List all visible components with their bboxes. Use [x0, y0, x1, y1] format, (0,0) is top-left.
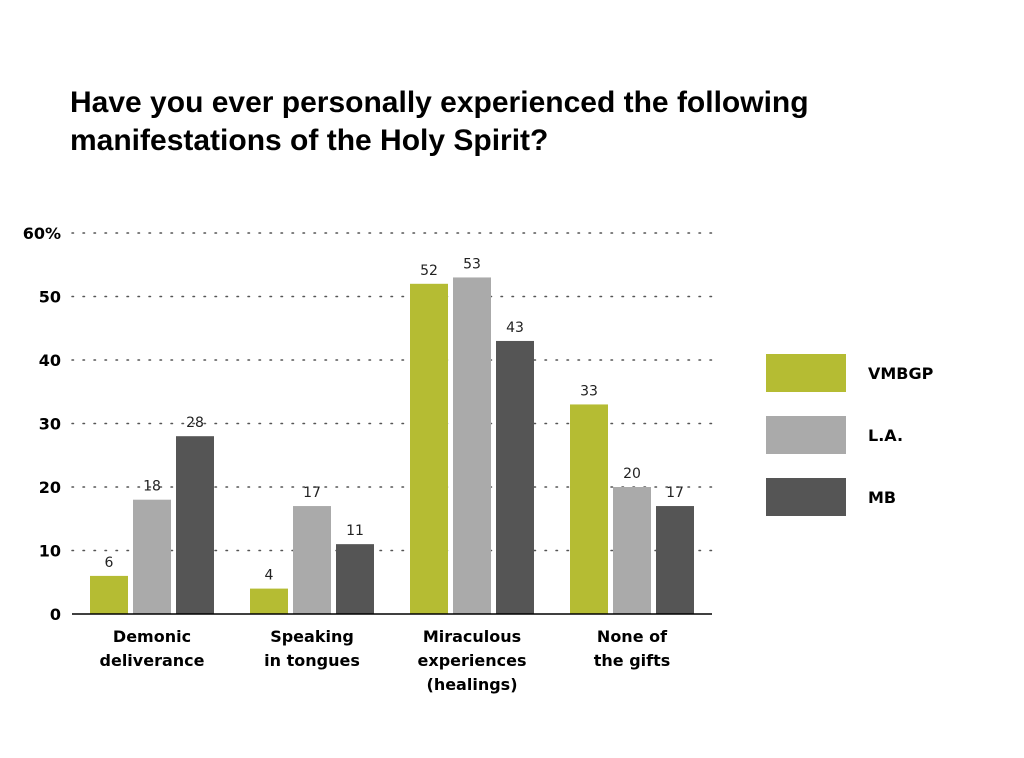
y-tick-label: 0 [50, 605, 61, 624]
y-tick-label: 30 [39, 415, 61, 434]
legend-swatch [766, 478, 846, 516]
x-tick-label: in tongues [264, 651, 360, 670]
data-label: 20 [623, 466, 641, 482]
data-label: 4 [265, 568, 274, 584]
bar [336, 544, 374, 614]
data-label: 6 [105, 555, 114, 571]
bar [250, 588, 288, 614]
data-label: 33 [580, 383, 598, 399]
data-labels: 6 18 28 4 17 11 52 53 43 33 20 17 [105, 256, 684, 583]
y-tick-label: 50 [39, 288, 61, 307]
legend-label: VMBGP [868, 364, 934, 383]
x-tick-label: (healings) [427, 675, 518, 694]
bar [293, 506, 331, 614]
bar [613, 487, 651, 614]
gridlines [71, 232, 713, 552]
x-tick-label: None of [597, 627, 668, 646]
bar [410, 283, 448, 614]
bar [90, 575, 128, 614]
data-label: 52 [420, 263, 438, 279]
legend-label: MB [868, 488, 896, 507]
bar [496, 340, 534, 614]
data-label: 28 [186, 415, 204, 431]
chart-title-line-1: Have you ever personally experienced the… [70, 86, 809, 119]
data-label: 18 [143, 479, 161, 495]
data-label: 11 [346, 523, 364, 539]
chart-title: Have you ever personally experienced the… [70, 84, 970, 160]
data-label: 53 [463, 256, 481, 272]
data-label: 43 [506, 320, 524, 336]
x-tick-label: Miraculous [423, 627, 521, 646]
bar [656, 506, 694, 614]
x-tick-label: the gifts [594, 651, 671, 670]
legend-swatch [766, 354, 846, 392]
chart-title-line-2: manifestations of the Holy Spirit? [70, 124, 549, 157]
bar [453, 277, 491, 614]
bar [176, 436, 214, 614]
bar [570, 404, 608, 614]
data-label: 17 [666, 485, 684, 501]
data-label: 17 [303, 485, 321, 501]
legend-label: L.A. [868, 426, 903, 445]
y-tick-label: 20 [39, 478, 61, 497]
x-axis-labels: Demonic deliverance Speaking in tongues Mira… [100, 627, 671, 694]
legend-swatch [766, 416, 846, 454]
legend: VMBGP L.A. MB [766, 354, 934, 516]
bars [90, 277, 694, 614]
y-axis-ticks: 0 10 20 30 40 50 60% [23, 224, 61, 624]
y-tick-label: 60% [23, 224, 61, 243]
x-tick-label: deliverance [100, 651, 205, 670]
y-tick-label: 10 [39, 542, 61, 561]
y-tick-label: 40 [39, 351, 61, 370]
x-tick-label: experiences [418, 651, 527, 670]
x-tick-label: Demonic [113, 627, 191, 646]
bar [133, 499, 171, 614]
x-tick-label: Speaking [270, 627, 354, 646]
